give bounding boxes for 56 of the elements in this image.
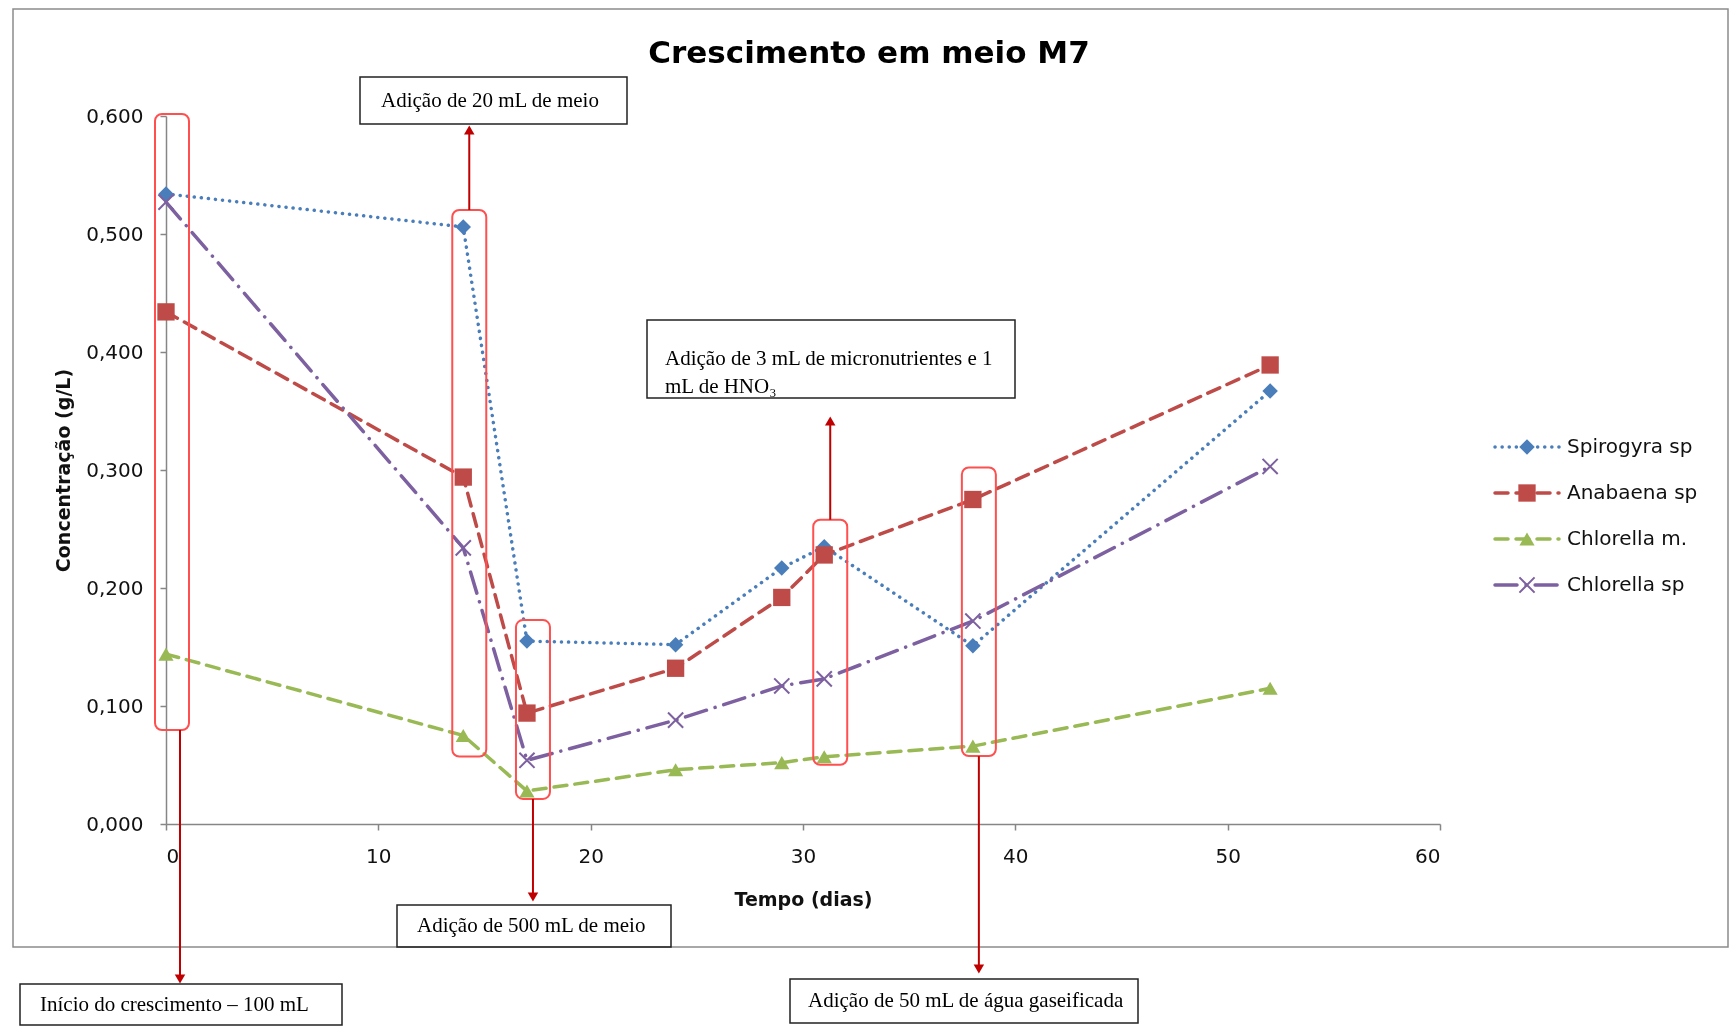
x-tick-label: 10: [366, 843, 392, 868]
text: Adição de 50 mL de água gaseificada: [808, 988, 1124, 1012]
x-tick-label: 40: [1003, 843, 1029, 868]
point: [774, 756, 790, 770]
point: [1262, 383, 1278, 399]
point: [965, 739, 981, 753]
point: [667, 711, 685, 729]
point: [454, 539, 472, 557]
annotation: Adição de 3 mL de micronutrientes e 1 mL de HNO₃: [665, 346, 993, 398]
point: [964, 612, 982, 630]
text: Adição de 20 mL de meio: [381, 87, 599, 112]
point: [815, 546, 833, 564]
point: [519, 784, 535, 798]
text: Adição de 500 mL de meio: [417, 913, 646, 937]
point: [666, 659, 685, 677]
y-tick-label: 0,400: [86, 339, 144, 364]
point: [965, 638, 981, 654]
point: [454, 468, 472, 486]
y-tick-label: 0,300: [86, 457, 144, 482]
text: Início do crescimento – 100 mL: [40, 991, 309, 1016]
point: [816, 750, 832, 764]
x-tick-label: 20: [578, 843, 604, 868]
legend-label: Spirogyra sp: [1567, 434, 1693, 458]
point: [518, 704, 536, 722]
point: [667, 636, 684, 653]
point: [455, 219, 472, 235]
y-tick-label: 0,000: [86, 811, 144, 836]
point: [157, 303, 175, 321]
x-axis-title: Tempo (dias): [734, 887, 873, 910]
point: [518, 751, 536, 769]
x-tick-label: 50: [1215, 843, 1241, 868]
point: [1261, 356, 1279, 374]
point: [519, 633, 535, 649]
point: [158, 647, 174, 661]
legend-label: Chlorella m.: [1567, 526, 1688, 550]
point: [774, 560, 790, 576]
point: [815, 670, 833, 688]
point: [1262, 681, 1278, 695]
y-tick-label: 0,100: [86, 693, 144, 718]
y-tick-label: 0,500: [86, 221, 144, 246]
chart-title: Crescimento em meio M7: [648, 34, 1090, 70]
point: [773, 588, 791, 607]
legend-label: Anabaena sp: [1567, 480, 1698, 504]
point: [668, 763, 684, 777]
point: [157, 193, 175, 211]
y-tick-label: 0,600: [86, 103, 144, 128]
point: [773, 677, 791, 695]
legend-label: Chlorella sp: [1567, 572, 1685, 596]
point: [1261, 457, 1279, 476]
x-tick-label: 60: [1415, 843, 1441, 868]
y-tick-label: 0,200: [86, 575, 144, 600]
x-tick-label: 0: [166, 843, 180, 868]
y-axis-title: Concentração (g/L): [52, 368, 75, 573]
x-tick-label: 30: [790, 843, 817, 868]
point: [455, 728, 471, 743]
point: [964, 490, 982, 509]
